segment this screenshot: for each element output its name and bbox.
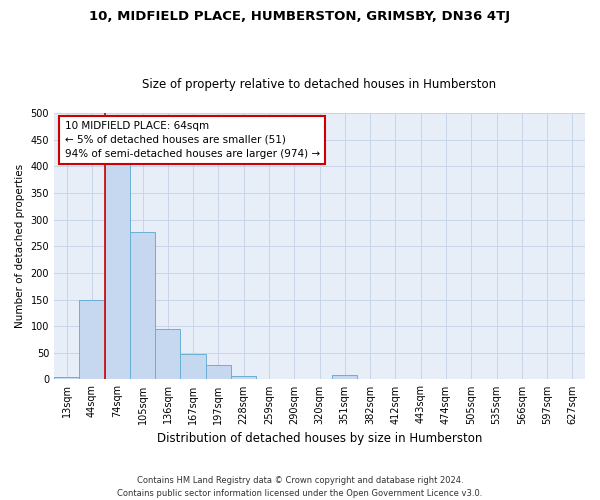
Bar	[54, 377, 79, 380]
Text: 10 MIDFIELD PLACE: 64sqm
← 5% of detached houses are smaller (51)
94% of semi-de: 10 MIDFIELD PLACE: 64sqm ← 5% of detache…	[65, 121, 320, 159]
Bar	[181, 354, 206, 380]
Bar	[231, 376, 256, 380]
Bar	[332, 375, 358, 380]
Bar	[206, 365, 231, 380]
Y-axis label: Number of detached properties: Number of detached properties	[15, 164, 25, 328]
Bar	[130, 232, 155, 380]
Bar	[79, 300, 104, 380]
Title: Size of property relative to detached houses in Humberston: Size of property relative to detached ho…	[142, 78, 497, 91]
Bar	[155, 329, 181, 380]
Text: 10, MIDFIELD PLACE, HUMBERSTON, GRIMSBY, DN36 4TJ: 10, MIDFIELD PLACE, HUMBERSTON, GRIMSBY,…	[89, 10, 511, 23]
Bar	[104, 156, 130, 380]
X-axis label: Distribution of detached houses by size in Humberston: Distribution of detached houses by size …	[157, 432, 482, 445]
Text: Contains HM Land Registry data © Crown copyright and database right 2024.
Contai: Contains HM Land Registry data © Crown c…	[118, 476, 482, 498]
